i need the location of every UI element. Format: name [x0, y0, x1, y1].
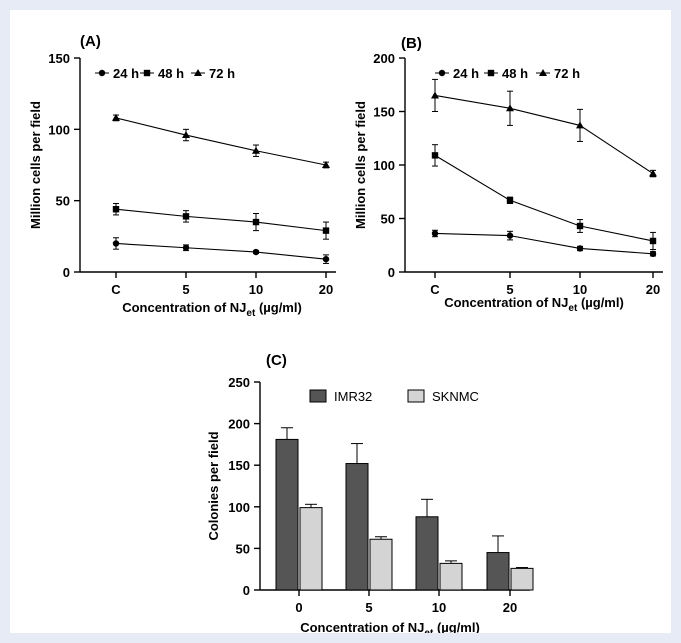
panel-1-y-tick-label: 50	[381, 212, 395, 227]
panel-1-data-point	[576, 121, 584, 129]
panel-2-x-tick-label: 10	[432, 600, 446, 615]
panel-1-x-tick-label: 10	[573, 282, 587, 297]
panel-2-bar	[510, 567, 534, 591]
panel-2-panel-label: (C)	[266, 352, 287, 369]
panel-0-y-tick-label: 0	[63, 265, 70, 280]
panel-2-legend-label: SKNMC	[432, 389, 479, 404]
panel-1-legend-marker	[487, 69, 495, 77]
panel-1-data-point	[506, 232, 514, 239]
panel-2-y-tick-label: 200	[228, 417, 250, 432]
panel-1-y-tick-label: 200	[373, 51, 395, 66]
panel-0-data-point	[112, 113, 120, 121]
panel-0-data-point	[252, 248, 260, 256]
panel-0-y-tick-label: 50	[56, 194, 70, 209]
panel-2-y-tick-label: 250	[228, 375, 250, 390]
panel-0-legend-marker	[98, 69, 106, 77]
panel-0-x-tick-label: 10	[249, 282, 263, 297]
panel-1-x-tick-label: C	[430, 282, 440, 297]
panel-0-x-tick-label: 20	[319, 282, 333, 297]
figure-frame: 0 50 100 150 C 5 10 20 (A) Concentration of NJet …	[10, 10, 671, 633]
panel-0-y-axis-title: Million cells per field	[28, 101, 43, 229]
panel-2-x-tick-label: 20	[503, 600, 517, 615]
panel-1-data-point	[649, 237, 657, 245]
panel-0-legend-label: 24 h	[113, 66, 139, 81]
panel-2-legend-swatch	[309, 389, 327, 403]
panel-0-data-point	[182, 131, 190, 139]
panel-1-legend-marker	[539, 69, 547, 76]
panel-1-data-point	[649, 169, 657, 177]
panel-1-legend-marker	[438, 69, 446, 77]
panel-1-y-tick-label: 0	[388, 265, 395, 280]
panel-0-data-point	[322, 255, 330, 263]
panel-0-data-point	[182, 213, 190, 220]
panel-2-bar	[369, 538, 393, 591]
panel-1-data-point	[506, 104, 514, 112]
panel-2-x-tick-label: 0	[295, 600, 302, 615]
panel-0-data-point	[322, 227, 330, 234]
panel-0-data-point	[252, 146, 260, 154]
panel-0-data-point	[252, 218, 260, 226]
panel-1-y-tick-label: 100	[373, 158, 395, 173]
panel-2-bar	[275, 438, 299, 591]
panel-2-y-tick-label: 150	[228, 458, 250, 473]
panel-1-data-point	[576, 245, 584, 252]
panel-1-series-line	[434, 94, 654, 175]
panel-2-y-tick-label: 0	[243, 583, 250, 598]
panel-0-legend-marker	[194, 69, 202, 76]
panel-2-y-tick-label: 50	[236, 541, 250, 556]
panel-1-x-axis-title: Concentration of NJet (µg/ml)	[444, 295, 624, 314]
panel-0-data-point	[112, 206, 120, 213]
panel-0-x-axis-title: Concentration of NJet (µg/ml)	[122, 300, 302, 319]
panel-1-legend-label: 48 h	[502, 66, 528, 81]
panel-0-series-line	[115, 117, 327, 166]
panel-1-y-axis-title: Million cells per field	[353, 101, 368, 229]
panel-2-legend-label: IMR32	[334, 389, 372, 404]
panel-1-x-tick-label: 20	[646, 282, 660, 297]
panel-0-legend-marker	[143, 69, 151, 77]
panel-1-legend-label: 24 h	[453, 66, 479, 81]
panel-0-series-line	[115, 208, 327, 232]
panel-0-legend-label: 48 h	[158, 66, 184, 81]
panel-0-data-point	[112, 240, 120, 247]
panel-0-y-tick-label: 150	[48, 51, 70, 66]
panel-2-x-axis-title: Concentration of NJet (µg/ml)	[300, 620, 480, 633]
panel-0-data-point	[322, 161, 330, 168]
panel-2-bar	[345, 463, 369, 591]
panel-2-bar	[299, 507, 323, 591]
panel-1-y-tick-label: 150	[373, 105, 395, 120]
panel-2-bar	[439, 562, 463, 591]
panel-0-x-tick-label: 5	[182, 282, 189, 297]
panel-1-panel-label: (B)	[401, 35, 422, 52]
panel-1-data-point	[506, 197, 514, 204]
panel-1-data-point	[649, 250, 657, 258]
panel-2-y-axis-title: Colonies per field	[206, 431, 221, 540]
panel-1-series-line	[434, 154, 654, 242]
panel-0-legend-label: 72 h	[209, 66, 235, 81]
panel-2-legend-swatch	[407, 389, 425, 403]
panel-2-y-tick-label: 100	[228, 500, 250, 515]
panel-1-data-point	[431, 91, 439, 99]
panel-0-y-tick-label: 100	[48, 122, 70, 137]
panel-1-x-tick-label: 5	[506, 282, 513, 297]
panel-1-data-point	[431, 230, 439, 237]
panel-0-x-tick-label: C	[111, 282, 121, 297]
panel-0-panel-label: (A)	[80, 33, 101, 50]
panel-2-bar	[486, 552, 510, 591]
panel-0-series-line	[115, 242, 327, 260]
panel-0-data-point	[182, 244, 190, 251]
panel-1-data-point	[576, 222, 584, 230]
panel-1-series-line	[434, 232, 654, 255]
panel-2-x-tick-label: 5	[365, 600, 372, 615]
panel-1-legend-label: 72 h	[554, 66, 580, 81]
panel-1-data-point	[431, 152, 439, 159]
panel-2-bar	[415, 516, 439, 591]
